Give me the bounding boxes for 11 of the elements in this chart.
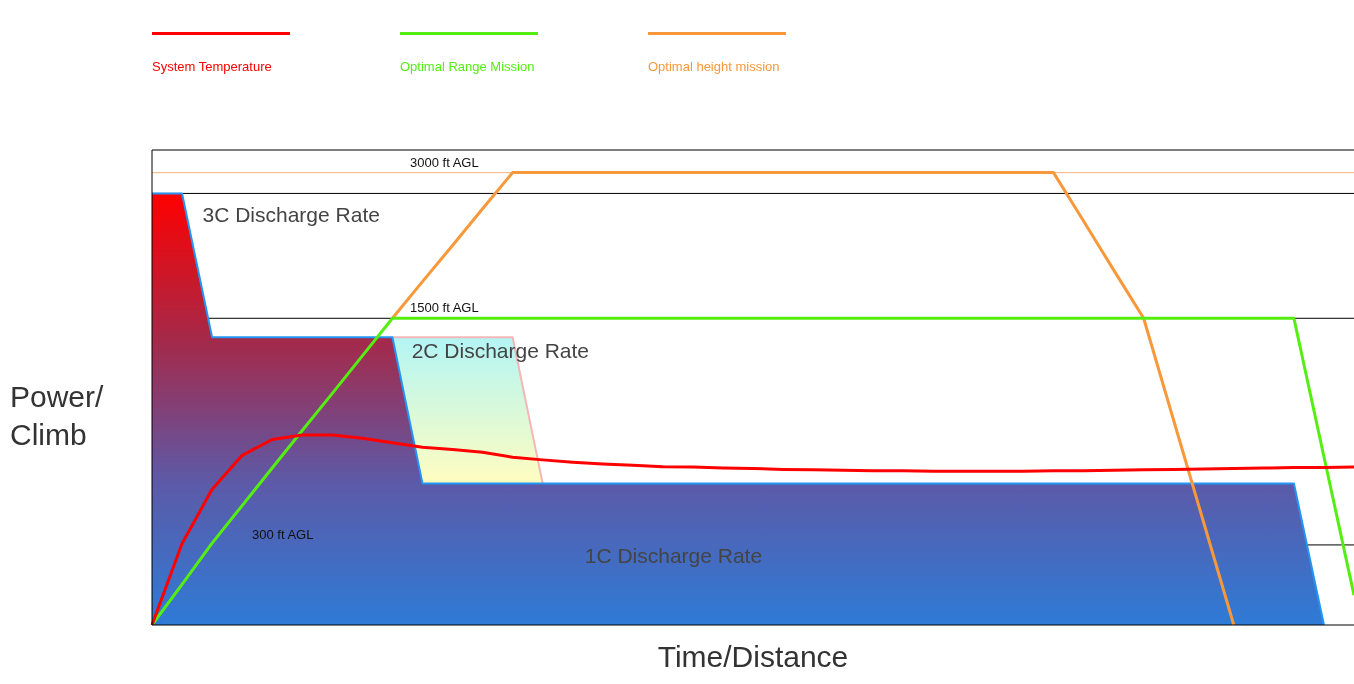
text: System Temperature — [152, 59, 272, 74]
ref-line-label: 3000 ft AGL — [410, 154, 479, 170]
x-axis-title: Time/Distance — [656, 640, 850, 674]
y-axis-title: Power/ Climb — [10, 379, 104, 453]
annotation: 3C Discharge Rate — [202, 203, 380, 227]
ref-line-label: 300 ft AGL — [252, 527, 314, 543]
annotation: 1C Discharge Rate — [584, 543, 763, 567]
annotation: 2C Discharge Rate — [411, 338, 590, 362]
ref-line-label: 1500 ft AGL — [410, 300, 479, 316]
text: Optimal height mission — [648, 59, 780, 74]
text: Optimal Range Mission — [400, 59, 535, 74]
